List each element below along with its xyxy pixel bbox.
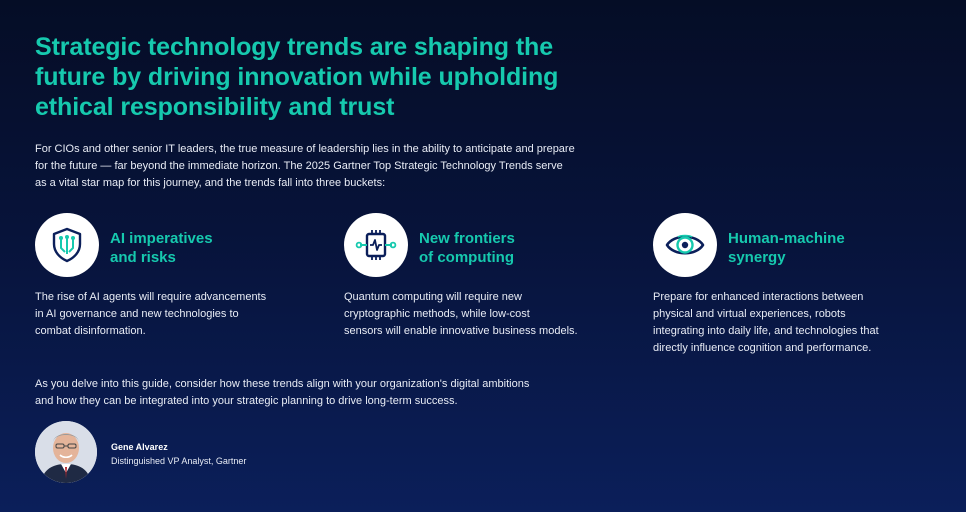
trend-title: Human-machine synergy bbox=[728, 229, 928, 267]
closing-line: and how they can be integrated into your… bbox=[35, 395, 458, 407]
trend-title-line: of computing bbox=[419, 249, 514, 266]
intro-line: for the future — far beyond the immediat… bbox=[35, 160, 563, 172]
trend-title: AI imperatives and risks bbox=[110, 229, 310, 267]
avatar bbox=[35, 421, 97, 483]
trend-description: The rise of AI agents will require advan… bbox=[35, 289, 320, 340]
trend-desc-line: The rise of AI agents will require advan… bbox=[35, 291, 267, 303]
chip-circuit-icon bbox=[344, 213, 408, 277]
closing-line: As you delve into this guide, consider h… bbox=[35, 378, 530, 390]
trend-title: New frontiers of computing bbox=[419, 229, 619, 267]
trend-title-line: AI imperatives bbox=[110, 230, 213, 247]
eye-icon bbox=[653, 213, 717, 277]
trend-desc-line: Prepare for enhanced interactions betwee… bbox=[653, 291, 864, 303]
trend-title-line: and risks bbox=[110, 249, 176, 266]
intro-paragraph: For CIOs and other senior IT leaders, th… bbox=[35, 141, 645, 192]
author-block: Gene Alvarez Distinguished VP Analyst, G… bbox=[35, 421, 435, 485]
trend-title-line: Human-machine bbox=[728, 230, 845, 247]
trend-description: Quantum computing will require new crypt… bbox=[344, 289, 629, 340]
title-line: future by driving innovation while uphol… bbox=[35, 63, 559, 91]
trend-desc-line: Quantum computing will require new bbox=[344, 291, 522, 303]
author-role: Distinguished VP Analyst, Gartner bbox=[111, 456, 247, 466]
closing-paragraph: As you delve into this guide, consider h… bbox=[35, 376, 635, 410]
page-title: Strategic technology trends are shaping … bbox=[35, 32, 675, 122]
intro-line: For CIOs and other senior IT leaders, th… bbox=[35, 143, 575, 155]
trend-desc-line: combat disinformation. bbox=[35, 325, 146, 337]
title-line: ethical responsibility and trust bbox=[35, 93, 395, 121]
trend-desc-line: cryptographic methods, while low-cost bbox=[344, 308, 530, 320]
trend-desc-line: in AI governance and new technologies to bbox=[35, 308, 239, 320]
title-line: Strategic technology trends are shaping … bbox=[35, 33, 554, 61]
intro-line: as a vital star map for this journey, an… bbox=[35, 177, 386, 189]
trend-desc-line: physical and virtual experiences, robots bbox=[653, 308, 846, 320]
trend-title-line: New frontiers bbox=[419, 230, 515, 247]
trend-desc-line: sensors will enable innovative business … bbox=[344, 325, 578, 337]
shield-circuit-icon bbox=[35, 213, 99, 277]
author-name: Gene Alvarez bbox=[111, 442, 168, 452]
trend-desc-line: directly influence cognition and perform… bbox=[653, 342, 872, 354]
trend-desc-line: integrating into daily life, and technol… bbox=[653, 325, 879, 337]
trend-title-line: synergy bbox=[728, 249, 786, 266]
trend-description: Prepare for enhanced interactions betwee… bbox=[653, 289, 938, 357]
